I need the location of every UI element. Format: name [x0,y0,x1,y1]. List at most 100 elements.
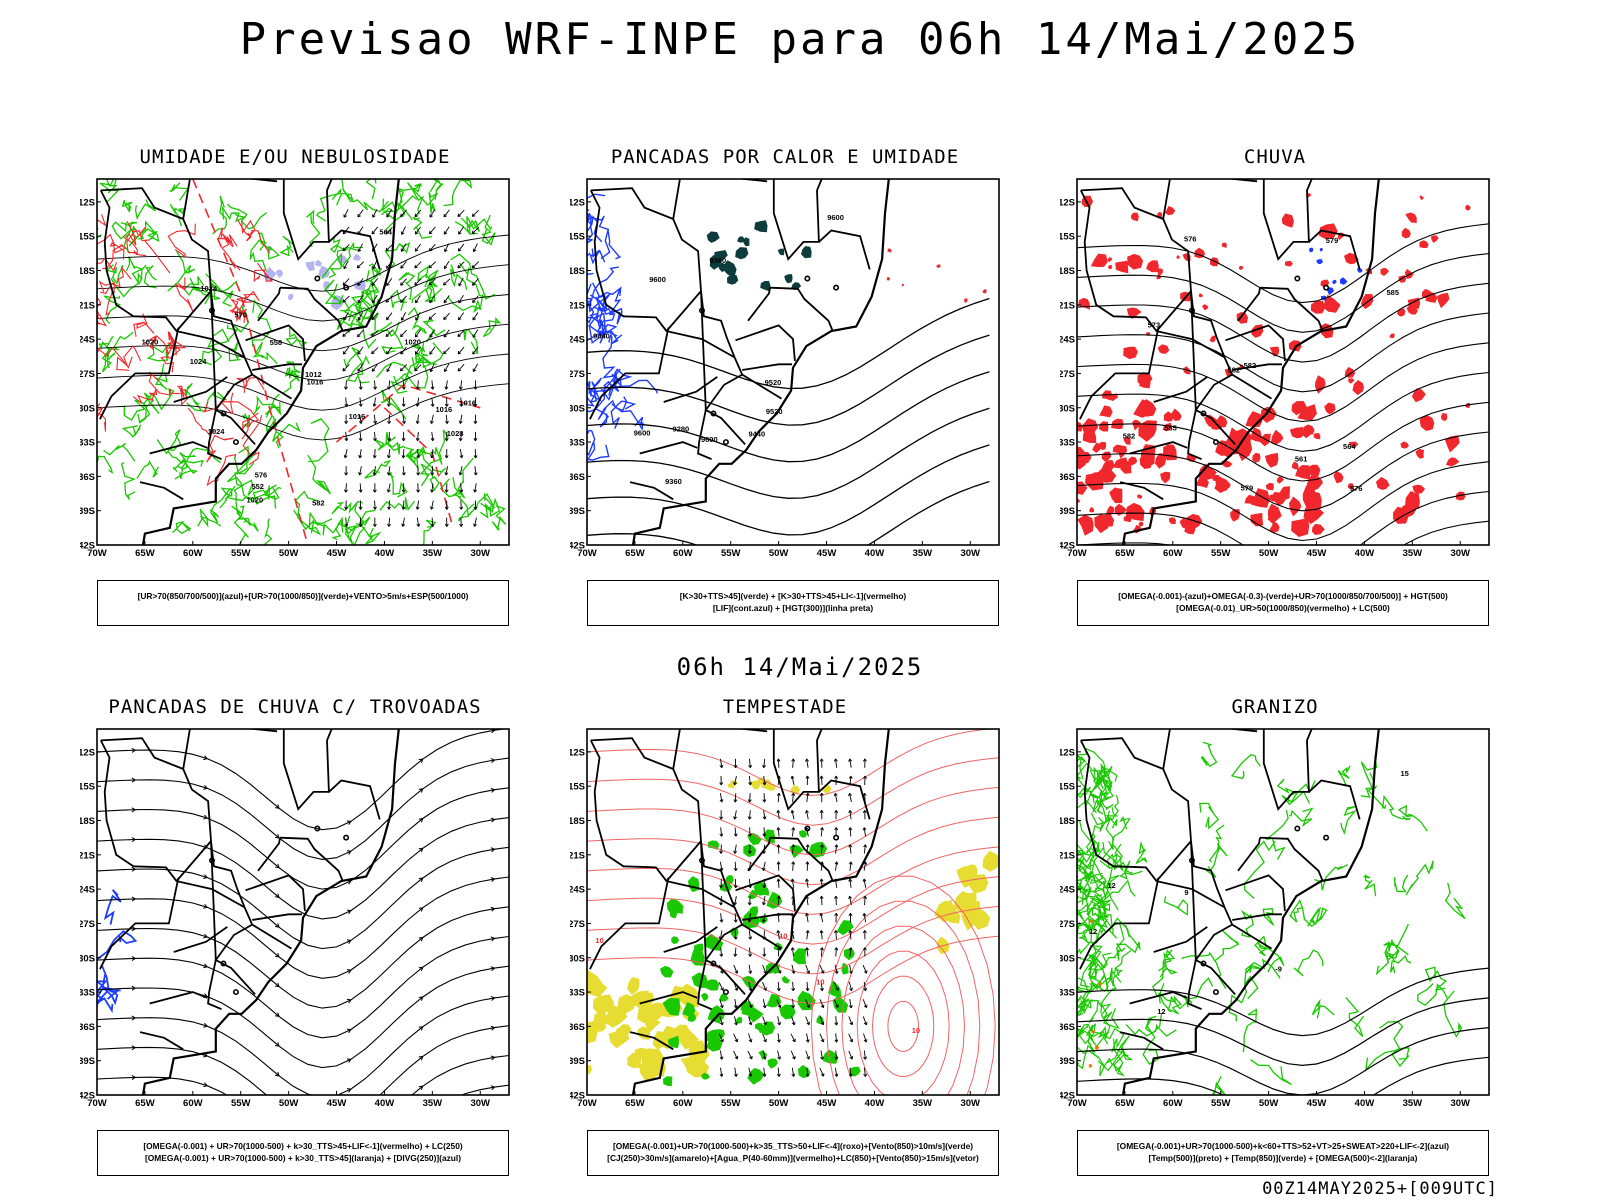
wind-vector-icon [345,397,347,407]
temp850-contour [1393,874,1409,893]
rain-area [1401,503,1416,518]
wind-vector-icon [806,1067,809,1077]
streamline [97,1025,509,1095]
rain-area [1164,206,1176,216]
wind-vector-icon [458,277,464,287]
wind-vector-icon [862,947,867,951]
humidity-contour [221,205,247,223]
wind-vector-icon [386,316,390,321]
x-tick-label: 65W [135,548,155,559]
humidity-contour [154,363,168,391]
wind-vector-icon [761,902,766,906]
wind-vector-icon [473,506,478,510]
border-line [175,840,212,882]
rain-area [1226,484,1231,489]
thickness-contour [247,230,270,254]
wind-vector-icon [429,334,433,338]
temp850-contour [1102,816,1131,859]
humidity-contour [279,235,294,257]
wind-vector-icon [342,367,346,372]
thickness-contour [144,334,175,356]
humidity-contour [146,342,171,362]
border-line [697,959,712,1011]
humidity-contour [205,273,234,307]
wind-vector-icon [372,295,378,304]
rain-area [1198,293,1203,298]
wind-vector-icon [791,947,795,957]
wind-vector-icon [748,1004,753,1009]
wind-vector-icon [719,1004,724,1009]
wind-vector-icon [416,448,420,459]
border-line [279,286,344,331]
hgt-contour [587,334,990,426]
lif-contour [602,377,658,394]
x-tick-label: 30W [470,1098,490,1109]
border-line [328,779,381,820]
wind-vector-icon [431,448,434,459]
border-line [818,779,871,820]
wind-vector-icon [748,775,751,785]
temp850-contour [1077,775,1097,814]
wind-vector-icon [474,483,477,493]
wind-vector-icon [445,420,449,424]
border-line [279,836,344,881]
x-tick-label: 65W [625,548,645,559]
wind-vector-icon [385,247,390,252]
streamline-arrow-icon [418,907,424,912]
lake-marker [722,989,729,996]
wind850-area [759,1021,776,1036]
rain-band-area [1267,503,1280,520]
wind-vector-icon [388,517,391,527]
wind-vector-icon [805,999,810,1008]
temp850-contour [1077,760,1113,783]
border-line [1225,874,1286,911]
humidity-contour [143,265,158,289]
humidity-contour [382,198,413,221]
humidity-contour [425,274,438,302]
streamline-arrow-icon [346,909,352,915]
border-line [747,837,771,872]
temp850-contour [1096,801,1114,815]
border-line [149,991,208,1005]
y-tick-label: 15S [570,782,585,793]
wind-vector-icon [734,793,737,803]
humidity-contour [348,318,377,350]
x-tick-label: 65W [625,1098,645,1109]
border-line [207,959,222,1011]
contour-label: 10 [816,978,824,987]
omega-area [1091,1029,1095,1034]
wind-vector-icon [385,244,393,252]
legend-granizo: [OMEGA(-0.001)+UR>70(1000-500)+k<60+TTS>… [1077,1130,1489,1176]
thickness-contour [97,402,107,432]
wind-vector-icon [472,363,479,372]
rain-area [1108,265,1112,270]
wind-vector-icon [473,438,478,442]
wind-vector-icon [761,867,766,871]
wind-vector-icon [863,1073,868,1077]
y-tick-label: 27S [80,369,95,380]
wind850-area [798,830,808,838]
border-line [1079,189,1226,359]
humidity-contour [103,442,136,462]
wind-vector-icon [719,861,723,871]
humidity-contour [252,341,278,365]
rain-band-area [1171,408,1182,421]
temp850-contour [1250,1059,1292,1086]
humidity-contour [450,253,487,301]
humidity-contour [429,179,444,200]
wind-vector-icon [777,793,780,803]
border-line [252,913,302,921]
wind-vector-icon [819,775,824,779]
wind-vector-icon [805,964,810,974]
temp850-contour [1289,899,1304,923]
wind-vector-icon [776,1073,781,1077]
wind-vector-icon [747,999,752,1008]
rain-band-area [1244,494,1257,505]
wind-vector-icon [820,1021,825,1026]
wind-vector-icon [444,523,449,527]
wind-vector-icon [777,827,780,837]
humidity-contour [419,429,449,487]
x-tick-label: 45W [1307,548,1327,559]
rain-band-area [1125,502,1145,522]
wind-vector-icon [747,902,752,906]
